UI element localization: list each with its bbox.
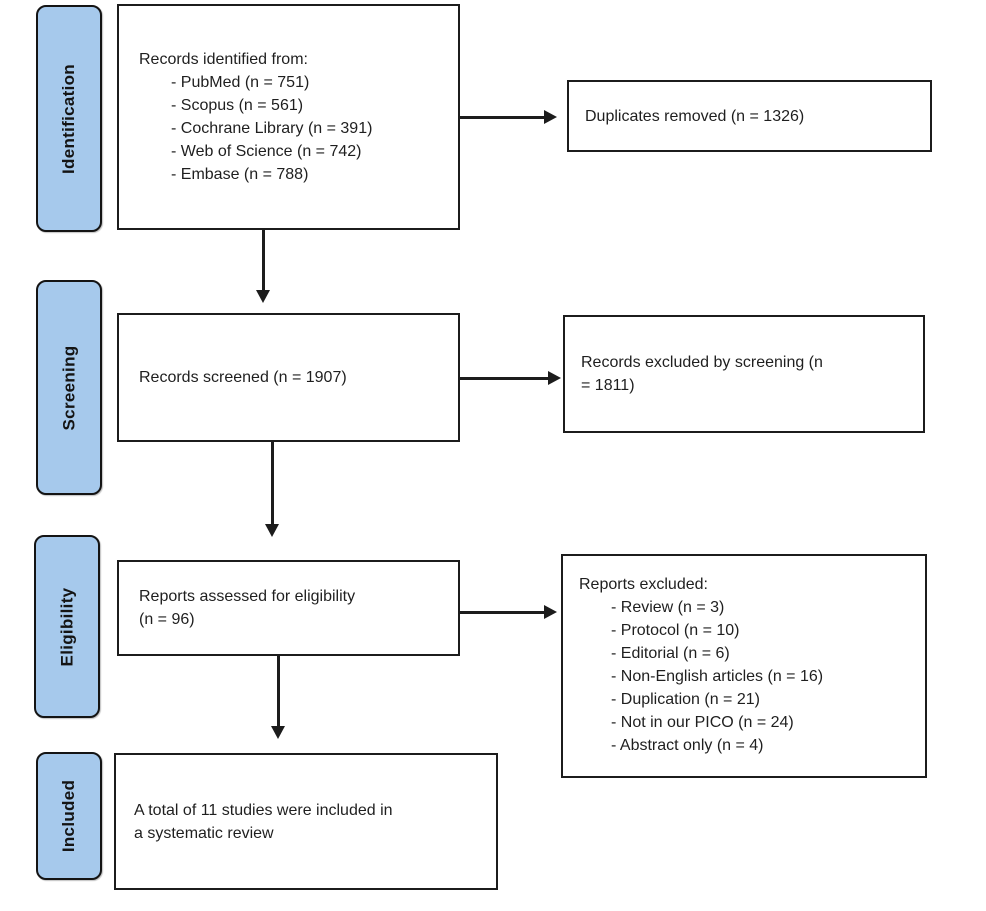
list-item: - Editorial (n = 6) <box>611 645 730 662</box>
stage-tab-eligibility: Eligibility <box>34 535 100 718</box>
list-item: - Cochrane Library (n = 391) <box>171 120 373 137</box>
duplicates-removed-text: Duplicates removed (n = 1326) <box>585 107 805 125</box>
box-reports-assessed: Reports assessed for eligibility (n = 96… <box>117 560 460 656</box>
stage-tab-included: Included <box>36 752 102 880</box>
list-item: - Web of Science (n = 742) <box>171 143 362 160</box>
arrow-line-assessed-to-included <box>277 655 280 727</box>
stage-label-included: Included <box>59 779 79 853</box>
arrow-line-assessed-to-reports-excluded <box>459 611 545 614</box>
reports-excluded-title: Reports excluded: <box>579 576 708 593</box>
box-reports-excluded: Reports excluded: - Review (n = 3) - Prot… <box>561 554 927 778</box>
stage-label-eligibility: Eligibility <box>57 587 76 666</box>
records-identified-sources: - PubMed (n = 751) - Scopus (n = 561) - Co… <box>139 71 450 186</box>
arrow-line-screened-to-excluded <box>459 377 549 380</box>
arrow-line-screened-to-assessed <box>271 441 274 525</box>
records-identified-title: Records identified from: <box>139 51 308 68</box>
arrowhead-right-icon <box>544 605 557 619</box>
box-records-screened: Records screened (n = 1907) <box>117 313 460 442</box>
list-item: - Protocol (n = 10) <box>611 622 740 639</box>
arrowhead-down-icon <box>265 524 279 537</box>
box-duplicates-removed: Duplicates removed (n = 1326) <box>567 80 932 152</box>
records-screened-text: Records screened (n = 1907) <box>139 369 347 386</box>
list-item: - Scopus (n = 561) <box>171 97 304 114</box>
list-item: - Embase (n = 788) <box>171 166 309 183</box>
arrow-line-identified-to-duplicates <box>459 116 545 119</box>
arrow-line-identified-to-screened <box>262 229 265 291</box>
box-records-excluded: Records excluded by screening (n = 1811) <box>563 315 925 433</box>
list-item: - Not in our PICO (n = 24) <box>611 714 794 731</box>
box-included-total: A total of 11 studies were included in a… <box>114 753 498 890</box>
arrowhead-down-icon <box>271 726 285 739</box>
records-excluded-text: Records excluded by screening (n = 1811) <box>581 354 823 394</box>
list-item: - Review (n = 3) <box>611 599 725 616</box>
stage-tab-screening: Screening <box>36 280 102 495</box>
stage-label-identification: Identification <box>59 63 79 174</box>
list-item: - Non-English articles (n = 16) <box>611 668 824 685</box>
arrowhead-down-icon <box>256 290 270 303</box>
list-item: - Duplication (n = 21) <box>611 691 760 708</box>
stage-label-screening: Screening <box>59 345 78 430</box>
arrowhead-right-icon <box>544 110 557 124</box>
arrowhead-right-icon <box>548 371 561 385</box>
stage-tab-identification: Identification <box>36 5 102 232</box>
box-records-identified: Records identified from: - PubMed (n = 7… <box>117 4 460 230</box>
reports-assessed-text: Reports assessed for eligibility (n = 96… <box>139 588 356 628</box>
reports-excluded-reasons: - Review (n = 3) - Protocol (n = 10) - Edi… <box>579 596 917 757</box>
included-total-text: A total of 11 studies were included in a… <box>134 801 393 842</box>
list-item: - Abstract only (n = 4) <box>611 737 764 754</box>
list-item: - PubMed (n = 751) <box>171 74 310 91</box>
